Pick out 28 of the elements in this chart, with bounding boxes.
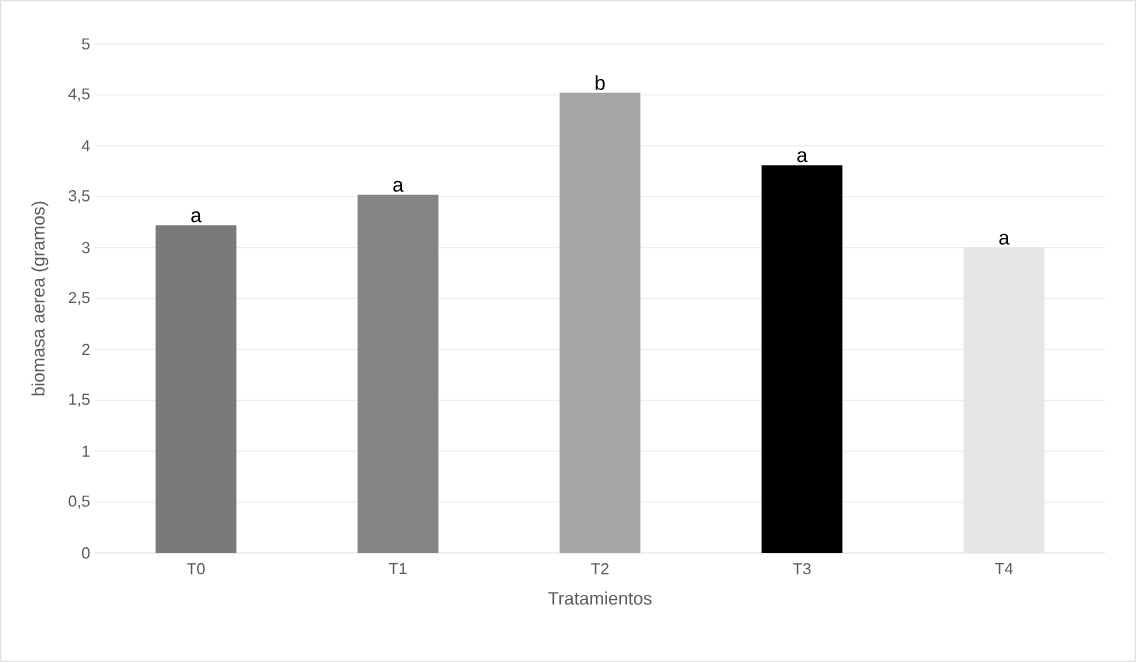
bar — [761, 165, 843, 553]
x-axis-title: Tratamientos — [548, 591, 652, 605]
x-tick-label: T2 — [591, 563, 609, 575]
bar — [559, 92, 641, 553]
y-tick-label: 4,5 — [68, 88, 90, 102]
y-tick-label: 4 — [81, 140, 90, 152]
x-tick-label: T1 — [389, 563, 407, 575]
x-tick-label: T0 — [187, 563, 205, 575]
y-axis-title: biomasa aerea (gramos) — [31, 201, 49, 396]
bar — [963, 247, 1045, 553]
y-tick-label: 5 — [82, 38, 90, 50]
bar — [155, 225, 237, 553]
y-tick-label: 2,5 — [68, 291, 90, 306]
y-tick-label: 0,5 — [68, 495, 90, 509]
y-tick-label: 3,5 — [68, 190, 90, 204]
y-tick-label: 1,5 — [69, 393, 90, 407]
annotation: a — [999, 233, 1010, 245]
annotation: b — [595, 75, 605, 90]
annotation: a — [797, 151, 808, 163]
y-tick-label: 3 — [82, 241, 90, 254]
y-tick-label: 0 — [82, 547, 90, 559]
annotation: a — [393, 180, 404, 192]
x-tick-label: T3 — [793, 563, 811, 575]
x-tick-label: T4 — [995, 563, 1013, 575]
y-tick-label: 2 — [82, 343, 90, 355]
annotation: a — [191, 211, 202, 223]
bar — [357, 194, 439, 553]
y-tick-label: 1 — [82, 445, 90, 457]
